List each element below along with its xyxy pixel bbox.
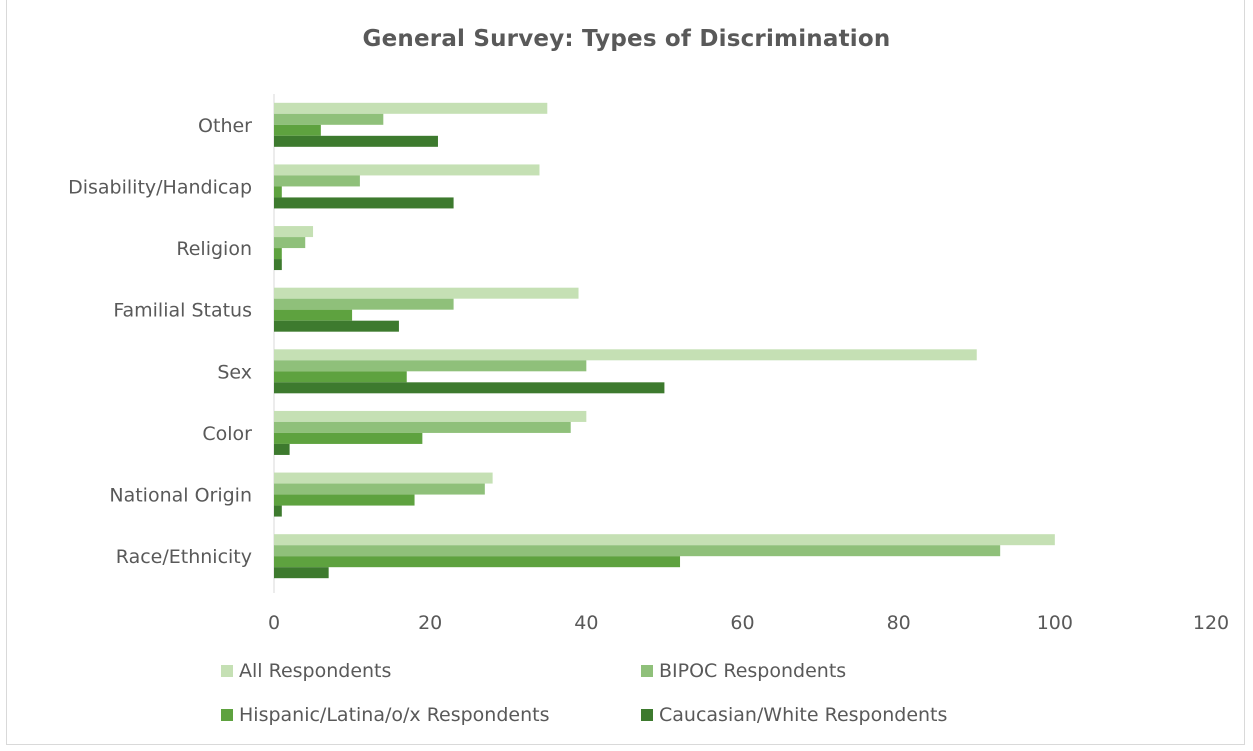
bar-other-series-0 xyxy=(274,102,548,114)
bar-national-origin-series-0 xyxy=(274,472,493,484)
x-tick-label: 0 xyxy=(268,612,280,634)
bar-race-ethnicity-series-3 xyxy=(274,567,329,579)
x-tick-label: 40 xyxy=(574,612,598,634)
bar-race-ethnicity-series-0 xyxy=(274,534,1055,546)
bar-disability-handicap-series-3 xyxy=(274,197,454,209)
bar-national-origin-series-3 xyxy=(274,505,282,517)
category-label: Religion xyxy=(176,238,252,260)
bar-sex-series-2 xyxy=(274,371,407,383)
category-label: Familial Status xyxy=(113,300,252,322)
bar-other-series-3 xyxy=(274,135,438,147)
bar-color-series-0 xyxy=(274,410,587,422)
bar-religion-series-3 xyxy=(274,259,282,271)
category-label: Other xyxy=(198,115,252,137)
x-tick-label: 120 xyxy=(1193,612,1229,634)
bar-sex-series-3 xyxy=(274,382,665,394)
category-label: Color xyxy=(202,423,252,445)
chart-title: General Survey: Types of Discrimination xyxy=(362,26,891,52)
bar-familial-status-series-2 xyxy=(274,309,353,321)
bar-sex-series-0 xyxy=(274,349,977,361)
bar-color-series-3 xyxy=(274,443,290,455)
x-tick-label: 20 xyxy=(418,612,442,634)
bar-disability-handicap-series-1 xyxy=(274,175,360,187)
bar-color-series-1 xyxy=(274,421,571,433)
x-tick-label: 80 xyxy=(887,612,911,634)
category-label: National Origin xyxy=(109,485,252,507)
bar-other-series-2 xyxy=(274,124,321,136)
category-label: Sex xyxy=(217,361,252,383)
category-label: Race/Ethnicity xyxy=(116,546,252,568)
bar-familial-status-series-1 xyxy=(274,298,454,310)
bar-national-origin-series-1 xyxy=(274,483,485,495)
bar-national-origin-series-2 xyxy=(274,494,415,506)
bar-race-ethnicity-series-1 xyxy=(274,545,1001,557)
bar-familial-status-series-3 xyxy=(274,320,399,332)
bar-religion-series-1 xyxy=(274,237,306,249)
x-tick-label: 60 xyxy=(730,612,754,634)
bar-religion-series-2 xyxy=(274,248,282,260)
bar-other-series-1 xyxy=(274,113,384,125)
bar-disability-handicap-series-0 xyxy=(274,164,540,176)
chart-frame xyxy=(6,0,1245,745)
bar-disability-handicap-series-2 xyxy=(274,186,282,198)
bar-color-series-2 xyxy=(274,432,423,444)
bar-familial-status-series-0 xyxy=(274,287,579,299)
bar-sex-series-1 xyxy=(274,360,587,372)
bar-religion-series-0 xyxy=(274,226,314,238)
bar-race-ethnicity-series-2 xyxy=(274,556,681,568)
category-label: Disability/Handicap xyxy=(68,176,252,198)
x-tick-label: 100 xyxy=(1037,612,1073,634)
